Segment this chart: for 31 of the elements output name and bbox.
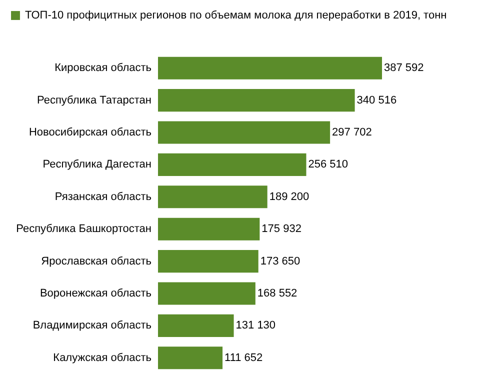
y-tick-label: Владимирская область — [32, 320, 152, 332]
bar — [158, 89, 355, 112]
bar — [158, 153, 306, 176]
y-tick-label: Калужская область — [53, 352, 152, 364]
data-label: 111 652 — [224, 352, 263, 364]
bar — [158, 250, 258, 273]
bar — [158, 121, 330, 144]
data-label: 189 200 — [269, 190, 310, 203]
bar — [158, 314, 234, 337]
data-label: 297 702 — [332, 126, 372, 138]
y-tick-label: Рязанская область — [54, 190, 152, 203]
y-tick-label: Республика Татарстан — [36, 94, 152, 106]
y-tick-label: Республика Дагестан — [42, 158, 152, 171]
data-label: 387 592 — [384, 62, 424, 74]
data-label: 340 516 — [356, 94, 397, 106]
y-tick-label: Новосибирская область — [28, 126, 152, 138]
bar — [158, 282, 256, 305]
data-label: 173 650 — [260, 255, 300, 268]
data-label: 175 932 — [262, 223, 302, 236]
data-label: 168 552 — [257, 288, 298, 300]
legend-label: ТОП-10 профицитных регионов по объемам молока для переработки в 2019, тонн — [25, 10, 447, 22]
bar — [158, 218, 260, 240]
bar — [158, 346, 223, 370]
data-label: 256 510 — [308, 158, 348, 171]
bar — [158, 186, 268, 208]
y-tick-label: Воронежская область — [40, 288, 152, 300]
y-tick-label: Ярославская область — [41, 255, 152, 268]
y-tick-label: Кировская область — [54, 62, 152, 74]
y-tick-label: Республика Башкортостан — [16, 223, 152, 236]
data-label: 131 130 — [236, 320, 276, 332]
bar — [158, 56, 382, 80]
